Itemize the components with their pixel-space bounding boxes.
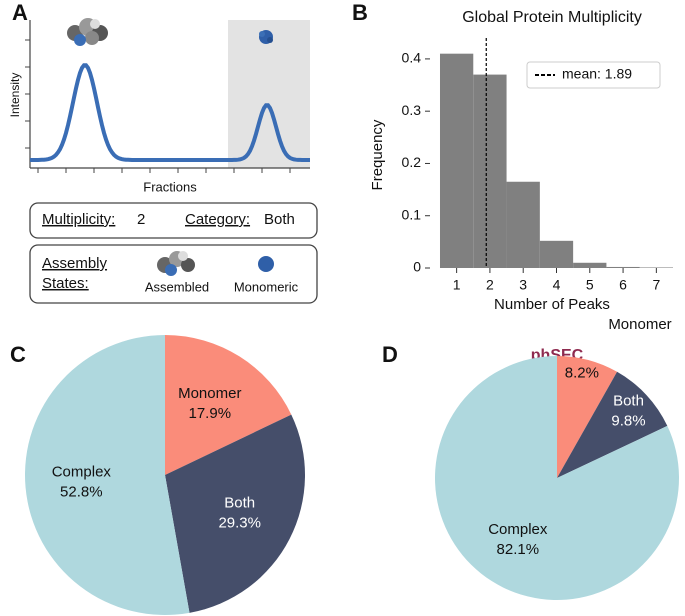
bar (606, 266, 640, 268)
slice-value: 82.1% (497, 541, 540, 558)
multiplicity-label: Multiplicity: (42, 211, 115, 228)
y-axis-label: Frequency (369, 119, 386, 190)
panel-label: A (12, 0, 28, 25)
bar (539, 240, 574, 268)
x-tick-label: 4 (553, 277, 561, 293)
pie-slice (557, 356, 618, 478)
x-tick-label: 3 (519, 277, 527, 293)
slice-label: Both (224, 494, 255, 511)
slice-value: 8.2% (565, 365, 599, 382)
state-label: Assembled (145, 279, 209, 294)
x-tick-label: 5 (586, 277, 594, 293)
slice-value: 17.9% (189, 405, 232, 422)
panel-label: D (382, 342, 398, 367)
pie-slice (24, 335, 190, 615)
bar (473, 74, 507, 268)
legend-box (526, 61, 661, 89)
slice-label: Both (613, 393, 644, 410)
states-box (29, 244, 318, 304)
panel-label: B (352, 0, 368, 25)
y-tick-label: 0.3 (402, 102, 422, 118)
x-axis-label: Number of Peaks (494, 296, 610, 313)
slice-label: Complex (488, 521, 548, 538)
monomer-icon (258, 256, 274, 272)
slice-label: Monomer (178, 385, 241, 402)
pie-slice (165, 335, 292, 475)
bar (639, 267, 673, 268)
category-label: Category: (185, 211, 250, 228)
bar (439, 53, 474, 268)
slice-label: Monomer (608, 316, 671, 333)
slice-label: Complex (52, 463, 112, 480)
slice-value: 9.8% (611, 413, 645, 430)
y-tick-label: 0.4 (402, 50, 422, 66)
bar (573, 262, 607, 268)
category-value: Both (264, 211, 295, 228)
bar (506, 181, 540, 268)
y-axis-label: Intensity (8, 73, 22, 118)
y-tick-label: 0.2 (402, 154, 422, 170)
slice-value: 52.8% (60, 483, 103, 500)
pie-slice (434, 355, 679, 600)
slice-value: 29.3% (218, 514, 261, 531)
assembled-icon (157, 251, 195, 276)
x-tick-label: 2 (486, 277, 494, 293)
assembled-icon (67, 18, 108, 46)
panel-label: C (10, 342, 26, 367)
chart-title: Global Protein Multiplicity (462, 9, 642, 26)
x-tick-label: 1 (453, 277, 461, 293)
info-box (29, 202, 318, 239)
y-tick-label: 0.1 (402, 206, 422, 222)
pie-slice (165, 414, 305, 613)
assembly-label: Assembly (42, 255, 108, 272)
pie-slice (557, 371, 668, 478)
y-tick-label: 0 (413, 259, 421, 275)
monomer-icon (259, 30, 273, 44)
assembly-label: States: (42, 275, 89, 292)
chromatogram (30, 63, 310, 162)
x-tick-label: 7 (652, 277, 660, 293)
multiplicity-value: 2 (137, 211, 145, 228)
x-axis-label: Fractions (143, 179, 197, 194)
x-tick-label: 6 (619, 277, 627, 293)
state-label: Monomeric (234, 279, 299, 294)
ticks (25, 39, 291, 173)
highlight-region (228, 20, 310, 168)
legend-label: mean: 1.89 (562, 66, 632, 82)
